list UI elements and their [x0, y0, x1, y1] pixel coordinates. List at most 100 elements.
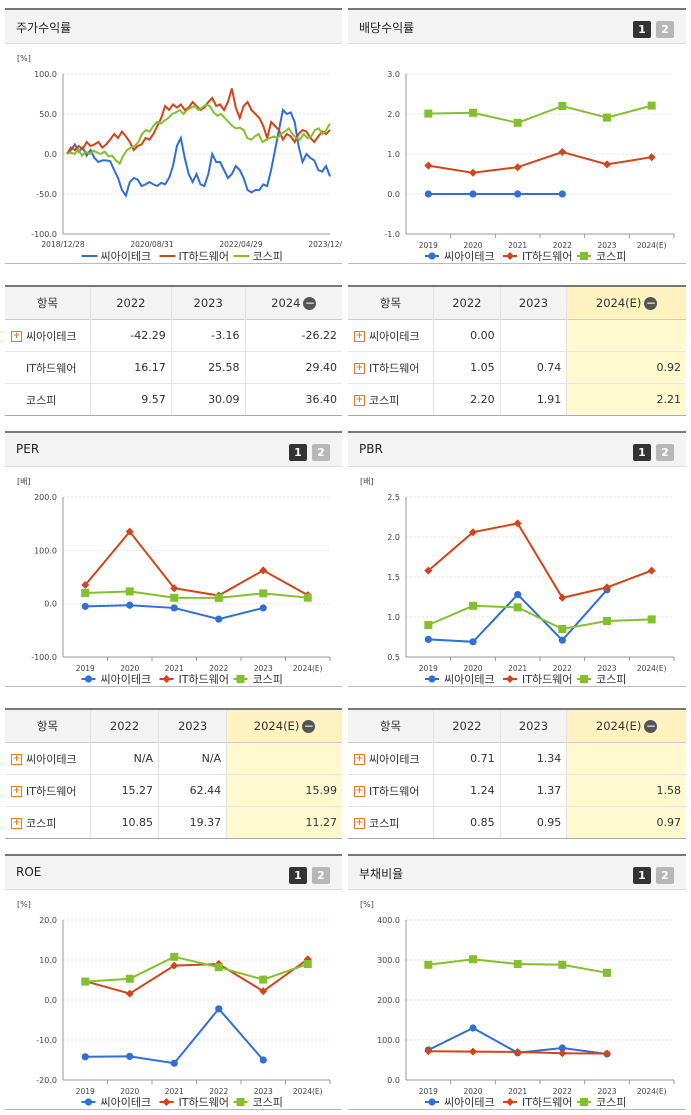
chart-view-1-button[interactable]: 1 — [633, 21, 651, 38]
table-cell: 1.58 — [566, 774, 686, 807]
data-point-square — [259, 589, 268, 598]
data-point-square — [513, 603, 522, 612]
expand-plus-icon[interactable]: + — [354, 395, 365, 406]
expand-plus-icon[interactable]: + — [11, 754, 22, 765]
data-point-diamond — [469, 1047, 477, 1056]
series-line — [84, 958, 309, 995]
row-label[interactable]: + 코스피 — [5, 806, 91, 839]
table-row: + IT하드웨어 15.27 62.44 15.99 — [5, 774, 342, 807]
x-tick-label: 2022/04/29 — [219, 240, 262, 249]
y-tick-label: 0.0 — [387, 1076, 400, 1085]
table-cell: 10.85 — [90, 806, 160, 839]
data-point-circle — [428, 252, 436, 260]
table-cell: 11.27 — [226, 806, 342, 839]
data-point-circle — [428, 1098, 436, 1106]
x-tick-label: 2023 — [254, 1087, 273, 1096]
data-point-circle — [469, 190, 477, 198]
column-header: 항목 — [5, 286, 91, 320]
data-point-circle — [215, 615, 223, 623]
y-tick-label: 200.0 — [377, 996, 400, 1005]
collapse-icon[interactable]: − — [302, 719, 316, 733]
expand-plus-icon[interactable]: + — [354, 754, 365, 765]
x-tick-label: 2019 — [419, 241, 438, 250]
expand-plus-icon[interactable]: + — [11, 818, 22, 829]
collapse-icon[interactable]: − — [303, 296, 317, 310]
expand-plus-icon[interactable]: + — [354, 818, 365, 829]
x-tick-label: 2023 — [597, 241, 616, 250]
y-tick-label: 1.5 — [387, 573, 400, 582]
data-point-square — [469, 955, 477, 964]
row-label[interactable]: + 씨아이테크 — [348, 742, 434, 775]
x-tick-label: 2019 — [76, 1087, 95, 1096]
chart-view-2-button[interactable]: 2 — [312, 867, 330, 884]
legend-label: 씨아이테크 — [101, 1096, 152, 1109]
row-label[interactable]: + 씨아이테크 — [348, 319, 434, 352]
table-cell: 29.40 — [245, 351, 342, 384]
y-tick-label: 300.0 — [377, 956, 400, 965]
legend-label: 씨아이테크 — [444, 673, 495, 686]
data-point-square — [469, 601, 477, 610]
table-row: + 씨아이테크 0.71 1.34 — [348, 742, 686, 775]
table-row: IT하드웨어 16.17 25.58 29.40 — [5, 351, 342, 384]
panel-title: 부채비율 — [359, 867, 404, 881]
y-tick-label: -1.0 — [384, 230, 400, 239]
x-tick-label: 2022 — [553, 241, 572, 250]
chart-view-1-button[interactable]: 1 — [289, 444, 307, 461]
panel-stock-return: 주가수익률 [%] 100.0 50.0 0.0 -50.0 -100.0 2018/12/… — [5, 8, 342, 264]
chart-view-1-button[interactable]: 1 — [633, 867, 651, 884]
table-row: + 코스피 2.20 1.91 2.21 — [348, 383, 686, 416]
row-label[interactable]: + 코스피 — [348, 383, 434, 416]
row-label[interactable]: + IT하드웨어 — [5, 774, 91, 807]
x-tick-label: 2022 — [209, 1087, 228, 1096]
x-tick-label: 2024(E) — [293, 664, 323, 673]
table-header-row: 항목 2022 2023 2024(E) − — [348, 286, 686, 320]
data-point-square — [170, 593, 179, 602]
chart-view-2-button[interactable]: 2 — [656, 21, 674, 38]
x-tick-label: 2024(E) — [637, 664, 667, 673]
table-cell: 1.37 — [500, 774, 568, 807]
chart-view-2-button[interactable]: 2 — [656, 867, 674, 884]
table-cell — [566, 742, 686, 775]
row-label[interactable]: + 씨아이테크 — [5, 319, 91, 352]
data-point-square — [259, 975, 268, 984]
chart-view-1-button[interactable]: 1 — [633, 444, 651, 461]
roe-chart: [%] 20.0 10.0 0.0 -10.0 -20.0 2019 2020 2021 2022… — [17, 900, 331, 1109]
data-point-square — [236, 1098, 245, 1106]
row-label[interactable]: + 씨아이테크 — [5, 742, 91, 775]
chart-view-2-button[interactable]: 2 — [312, 444, 330, 461]
y-tick-label: -10.0 — [36, 1036, 57, 1045]
legend-label: IT하드웨어 — [179, 672, 229, 686]
expand-plus-icon[interactable]: + — [354, 363, 365, 374]
expand-plus-icon[interactable]: + — [354, 331, 365, 342]
collapse-icon[interactable]: − — [644, 296, 658, 310]
table-cell: 16.17 — [90, 351, 172, 384]
row-label[interactable]: + IT하드웨어 — [348, 774, 434, 807]
data-point-diamond — [259, 987, 268, 996]
expand-plus-icon[interactable]: + — [11, 331, 22, 342]
series-line — [427, 604, 652, 631]
chart-view-2-button[interactable]: 2 — [656, 444, 674, 461]
chart-view-1-button[interactable]: 1 — [289, 867, 307, 884]
legend-label: IT하드웨어 — [179, 249, 229, 263]
legend-label: IT하드웨어 — [179, 1095, 229, 1109]
table-cell — [566, 319, 686, 352]
data-point-circle — [558, 1044, 566, 1052]
per-table: 항목 2022 2023 2024(E) − + 씨아이테크 N/A N/A + IT하드웨어 15.… — [5, 708, 342, 839]
data-point-circle — [514, 591, 522, 599]
table-cell: 0.71 — [433, 742, 501, 775]
row-label[interactable]: + 코스피 — [348, 806, 434, 839]
collapse-icon[interactable]: − — [644, 719, 658, 733]
expand-plus-icon[interactable]: + — [11, 786, 22, 797]
table-cell: N/A — [158, 742, 228, 775]
y-tick-label: 1.0 — [387, 613, 400, 622]
row-label[interactable]: + IT하드웨어 — [348, 351, 434, 384]
table-row: + IT하드웨어 1.05 0.74 0.92 — [348, 351, 686, 384]
y-tick-label: 2.5 — [387, 493, 400, 502]
data-point-diamond — [513, 1048, 522, 1056]
data-point-circle — [126, 601, 134, 609]
y-tick-label: 0.0 — [44, 996, 57, 1005]
expand-plus-icon[interactable]: + — [354, 786, 365, 797]
data-point-diamond — [469, 528, 477, 537]
